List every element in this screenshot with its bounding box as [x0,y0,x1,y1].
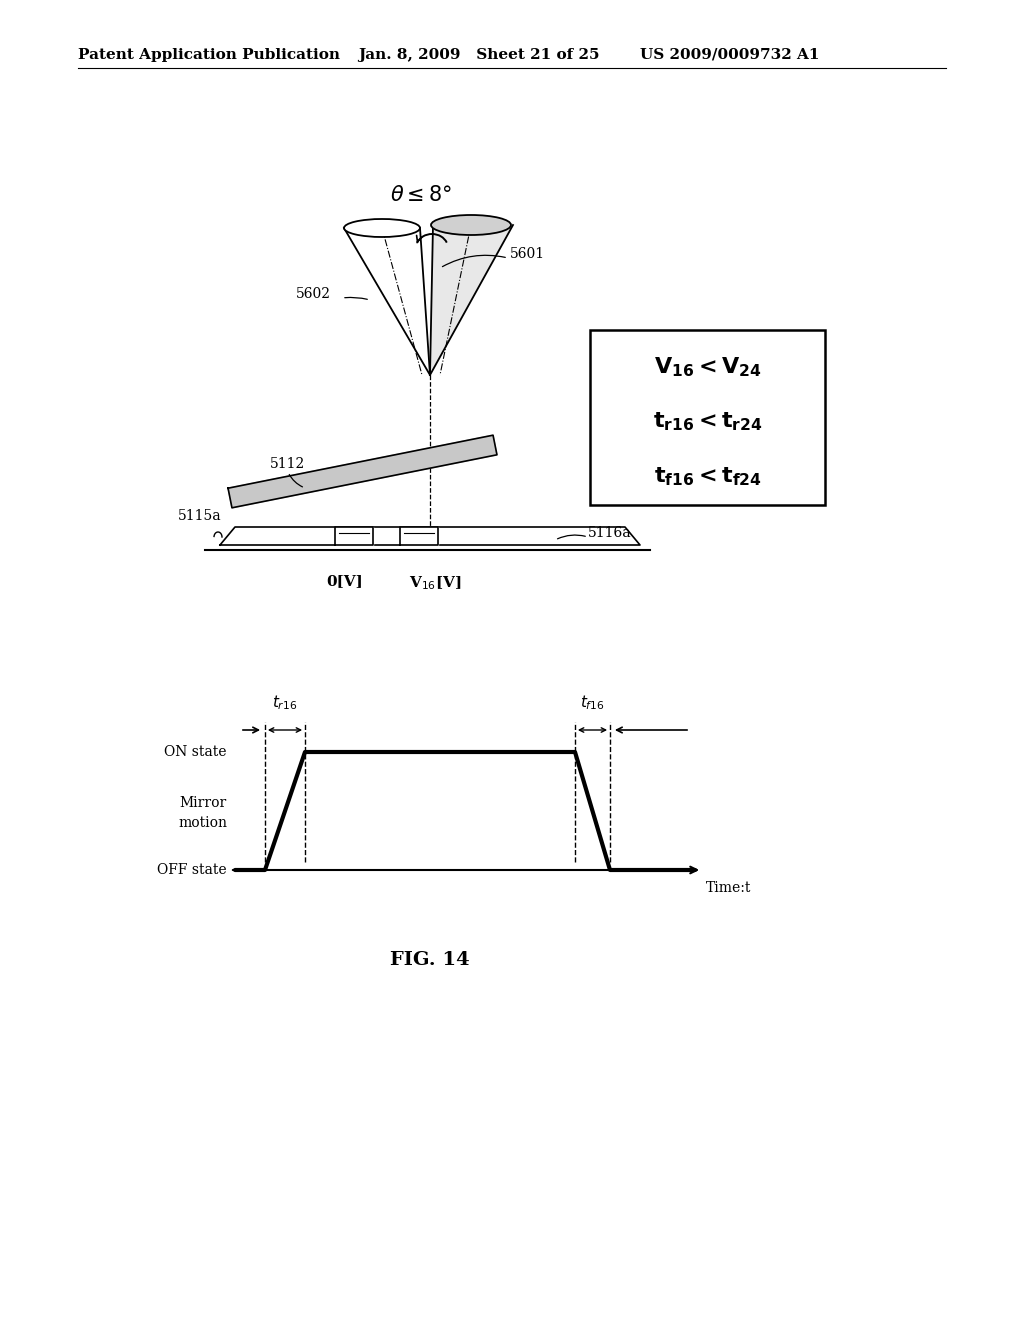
Polygon shape [344,228,430,375]
Text: 5601: 5601 [510,247,545,261]
Polygon shape [400,527,438,545]
Text: 5112: 5112 [270,457,305,471]
Text: $\mathbf{t_{r16} < t_{r24}}$: $\mathbf{t_{r16} < t_{r24}}$ [652,411,762,433]
Text: FIG. 14: FIG. 14 [390,950,470,969]
Polygon shape [228,436,497,508]
Text: $t_{r16}$: $t_{r16}$ [272,693,298,711]
Ellipse shape [431,215,511,235]
Text: $\theta \leq 8°$: $\theta \leq 8°$ [390,185,453,205]
FancyBboxPatch shape [590,330,825,506]
Text: ON state: ON state [165,744,227,759]
Text: Jan. 8, 2009   Sheet 21 of 25: Jan. 8, 2009 Sheet 21 of 25 [358,48,599,62]
Text: OFF state: OFF state [158,863,227,876]
Text: $t_{f16}$: $t_{f16}$ [581,693,605,711]
Text: US 2009/0009732 A1: US 2009/0009732 A1 [640,48,819,62]
Text: motion: motion [178,816,227,830]
Text: 5116a: 5116a [588,525,632,540]
Text: 0[V]: 0[V] [327,574,364,587]
Text: Patent Application Publication: Patent Application Publication [78,48,340,62]
Text: 5115a: 5115a [178,510,221,523]
Polygon shape [430,224,513,375]
Text: V$_{16}$[V]: V$_{16}$[V] [409,574,461,591]
Text: $\mathbf{t_{f16} < t_{f24}}$: $\mathbf{t_{f16} < t_{f24}}$ [653,465,762,487]
Text: $\mathbf{V_{16} < V_{24}}$: $\mathbf{V_{16} < V_{24}}$ [653,355,761,379]
Text: 5602: 5602 [296,286,331,301]
Polygon shape [335,527,373,545]
Polygon shape [220,527,640,545]
Ellipse shape [344,219,420,238]
Text: Mirror: Mirror [180,796,227,810]
Text: Time:t: Time:t [706,880,752,895]
